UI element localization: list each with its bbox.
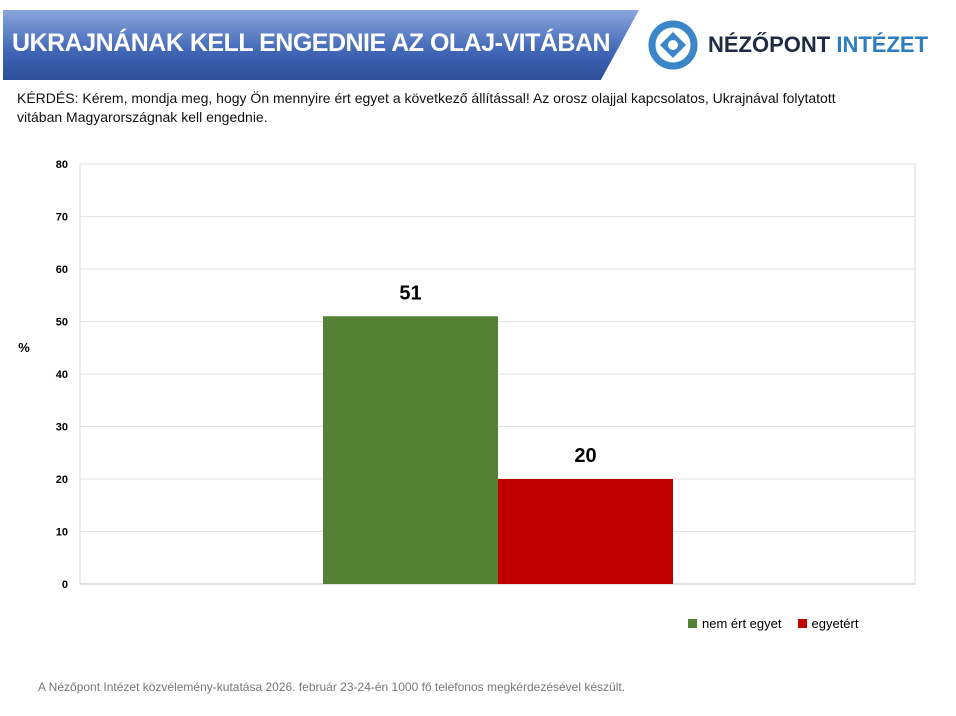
legend: nem ért egyet egyetért (688, 616, 858, 631)
y-tick-label: 10 (56, 527, 68, 539)
data-label: 20 (574, 445, 596, 467)
page-title: UKRAJNÁNAK KELL ENGEDNIE AZ OLAJ-VITÁBAN (12, 29, 611, 57)
legend-label: egyetért (811, 616, 859, 631)
legend-item-agree: egyetért (797, 616, 859, 631)
data-label: 51 (399, 282, 421, 304)
logo-text-accent: INTÉZET (836, 32, 929, 57)
y-tick-label: 30 (56, 422, 68, 434)
footer-note: A Nézőpont Intézet közvélemény-kutatása … (38, 680, 626, 694)
legend-swatch (797, 619, 807, 628)
logo: NÉZŐPONT INTÉZET (648, 20, 928, 70)
bar-0 (323, 316, 498, 584)
y-tick-label: 0 (62, 579, 68, 591)
logo-icon (648, 20, 698, 70)
logo-text: NÉZŐPONT (708, 32, 831, 57)
y-tick-label: 80 (56, 159, 68, 171)
y-tick-label: 70 (56, 212, 68, 224)
bar-1 (498, 479, 673, 584)
title-banner (3, 10, 639, 80)
y-tick-label: 50 (56, 317, 68, 329)
question-text: KÉRDÉS: Kérem, mondja meg, hogy Ön menny… (17, 90, 836, 125)
legend-item-disagree: nem ért egyet (688, 616, 782, 631)
y-tick-label: 40 (56, 369, 68, 381)
y-tick-label: 60 (56, 264, 68, 276)
y-axis-label: % (18, 340, 30, 355)
legend-label: nem ért egyet (702, 616, 782, 631)
y-tick-label: 20 (56, 474, 68, 486)
legend-swatch (688, 619, 697, 628)
